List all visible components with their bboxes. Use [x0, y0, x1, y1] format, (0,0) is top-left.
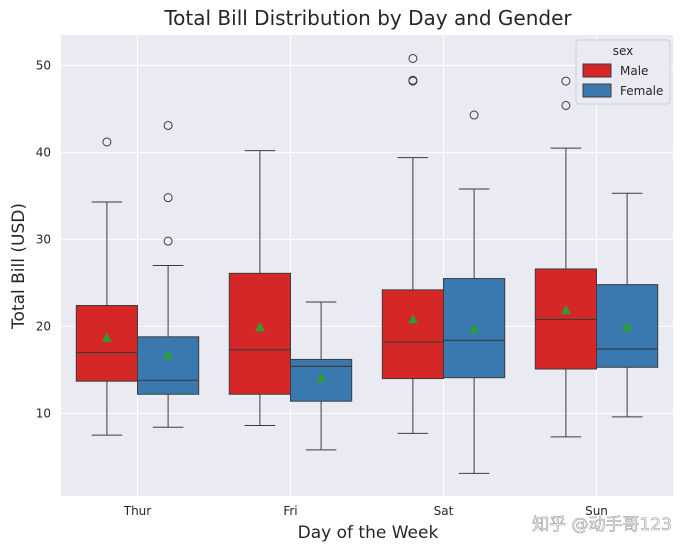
outlier-point [561, 100, 571, 110]
box-female-sat [443, 110, 506, 474]
mean-marker [560, 304, 571, 314]
outlier-point [408, 53, 418, 63]
watermark: 知乎 @动手哥123 [532, 515, 672, 535]
box-body [137, 336, 200, 395]
y-tick-label: 40 [36, 145, 51, 159]
mean-marker [469, 323, 480, 333]
x-axis-label: Day of the Week [298, 523, 439, 543]
grid-lines [61, 35, 673, 496]
x-tick-label: Fri [283, 504, 297, 518]
x-tick-label: Sat [434, 504, 454, 518]
boxes [75, 53, 659, 474]
legend: sex Male Female [575, 39, 671, 105]
outlier-point [163, 236, 173, 246]
y-axis-label: Total Bill (USD) [9, 203, 29, 330]
box-female-sun [596, 192, 659, 418]
box-male-thur [75, 137, 139, 436]
mean-marker [407, 314, 418, 324]
box-body [228, 272, 292, 395]
y-axis-ticks: 10 20 30 40 50 [36, 58, 51, 420]
legend-label-female: Female [620, 84, 663, 98]
chart-title: Total Bill Distribution by Day and Gende… [163, 6, 572, 30]
y-tick-label: 20 [36, 319, 51, 333]
y-tick-label: 30 [36, 232, 51, 246]
x-tick-label: Sun [585, 504, 608, 518]
legend-title: sex [613, 44, 634, 58]
box-male-sat [381, 53, 444, 434]
outlier-point [561, 76, 571, 86]
outlier-point [102, 137, 112, 147]
outlier-point [408, 76, 418, 86]
outlier-point [163, 120, 173, 130]
box-female-thur [137, 120, 200, 428]
x-axis-ticks: Thur Fri Sat Sun [123, 504, 608, 518]
y-tick-label: 10 [36, 406, 51, 420]
legend-label-male: Male [620, 64, 648, 78]
legend-swatch-male [582, 63, 612, 78]
mean-marker [101, 332, 112, 342]
box-male-fri [228, 150, 292, 427]
mean-marker [622, 322, 633, 332]
mean-marker [254, 322, 265, 332]
mean-marker [163, 350, 174, 360]
box-body [75, 305, 139, 382]
box-female-fri [290, 301, 353, 451]
y-tick-label: 50 [36, 58, 51, 72]
mean-marker [316, 372, 327, 382]
box-male-sun [534, 76, 597, 438]
outlier-point [163, 193, 173, 203]
outlier-point [469, 110, 479, 120]
x-tick-label: Thur [123, 504, 152, 518]
legend-swatch-female [582, 83, 612, 98]
box-body [381, 289, 444, 380]
